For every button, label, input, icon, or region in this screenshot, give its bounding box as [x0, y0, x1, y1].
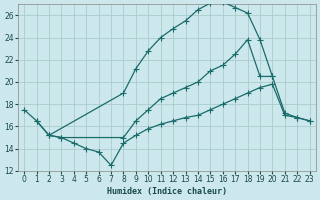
X-axis label: Humidex (Indice chaleur): Humidex (Indice chaleur)	[107, 187, 227, 196]
